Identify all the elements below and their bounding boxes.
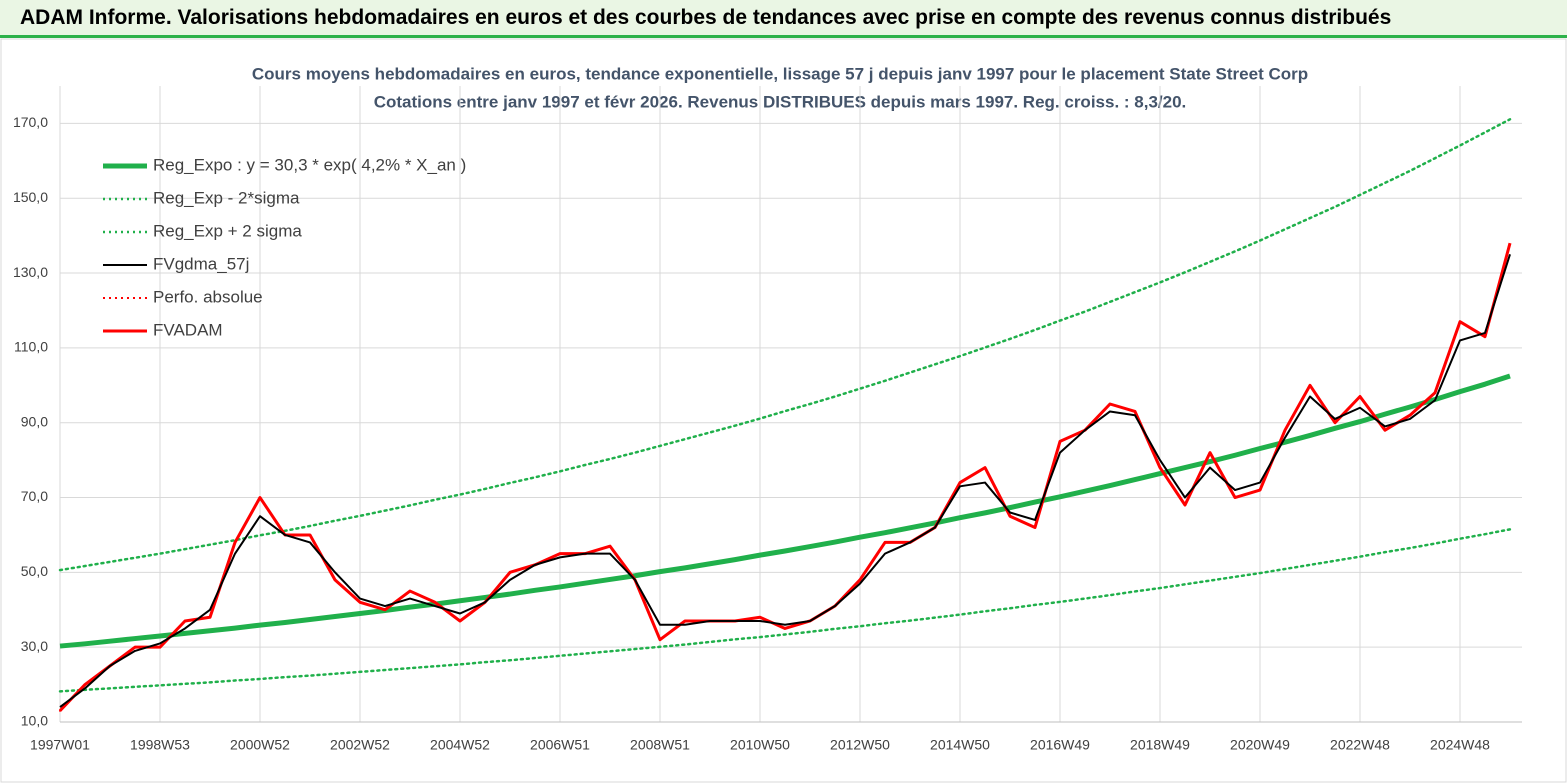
y-tick-label: 150,0 <box>13 189 48 205</box>
legend-label: Perfo. absolue <box>153 287 263 306</box>
x-tick-label: 2000W52 <box>230 737 290 753</box>
x-tick-label: 2008W51 <box>630 737 690 753</box>
x-tick-label: 2018W49 <box>1130 737 1190 753</box>
y-tick-label: 70,0 <box>21 488 48 504</box>
y-tick-label: 110,0 <box>14 339 48 355</box>
series-line <box>59 254 1511 708</box>
x-tick-label: 2020W49 <box>1230 737 1290 753</box>
chart-border <box>0 38 1567 783</box>
series-line <box>59 242 1511 712</box>
x-tick-label: 2006W51 <box>530 737 590 753</box>
header: ADAM Informe. Valorisations hebdomadaire… <box>0 0 1567 38</box>
legend-label: Reg_Expo : y = 30,3 * exp( 4,2% * X_an ) <box>153 155 466 174</box>
legend-label: FVgdma_57j <box>153 254 249 273</box>
header-title: ADAM Informe. Valorisations hebdomadaire… <box>20 6 1392 29</box>
y-tick-label: 10,0 <box>21 713 48 729</box>
legend-label: Reg_Exp - 2*sigma <box>153 188 300 207</box>
chart-subtitle: Cotations entre janv 1997 et févr 2026. … <box>374 92 1187 111</box>
x-tick-label: 1997W01 <box>30 737 90 753</box>
series-line <box>58 242 1512 712</box>
chart-title: Cours moyens hebdomadaires en euros, ten… <box>252 64 1308 83</box>
legend-label: FVADAM <box>153 320 223 339</box>
legend-label: Reg_Exp + 2 sigma <box>153 221 302 240</box>
chart: Cours moyens hebdomadaires en euros, ten… <box>0 38 1567 783</box>
y-tick-label: 130,0 <box>13 264 48 280</box>
x-tick-label: 2002W52 <box>330 737 390 753</box>
series-line <box>58 118 1512 572</box>
y-tick-label: 170,0 <box>13 114 48 130</box>
x-tick-label: 2010W50 <box>730 737 790 753</box>
series-line <box>59 373 1511 649</box>
x-tick-label: 2014W50 <box>930 737 990 753</box>
x-tick-label: 2024W48 <box>1430 737 1490 753</box>
y-tick-label: 90,0 <box>21 413 48 429</box>
x-tick-label: 2016W49 <box>1030 737 1090 753</box>
x-tick-label: 2022W48 <box>1330 737 1390 753</box>
x-tick-label: 2012W50 <box>830 737 890 753</box>
x-tick-label: 2004W52 <box>430 737 490 753</box>
x-tick-label: 1998W53 <box>130 737 190 753</box>
y-tick-label: 30,0 <box>21 638 48 654</box>
y-tick-label: 50,0 <box>21 563 48 579</box>
series-line <box>58 528 1512 693</box>
